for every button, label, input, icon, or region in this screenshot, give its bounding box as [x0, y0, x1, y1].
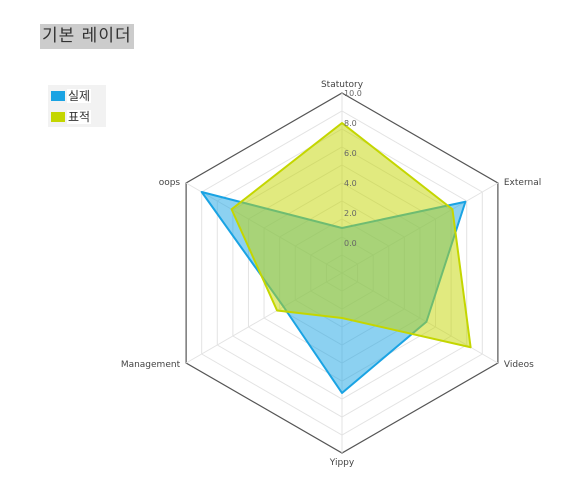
tick-label: 2.0 — [344, 209, 357, 218]
legend-item-target[interactable]: 표적 — [51, 109, 92, 125]
axis-label-external: External — [504, 178, 541, 188]
tick-label: 10.0 — [344, 89, 362, 98]
chart-title: 기본 레이더 — [40, 24, 134, 49]
legend-swatch-actual — [51, 91, 65, 101]
axis-label-statutory: Statutory — [321, 80, 364, 90]
legend-label-actual: 실제 — [67, 89, 92, 103]
legend-label-target: 표적 — [67, 110, 92, 124]
tick-label: 4.0 — [344, 179, 357, 188]
legend-item-actual[interactable]: 실제 — [51, 88, 92, 104]
tick-label: 0.0 — [344, 239, 357, 248]
tick-label: 6.0 — [344, 149, 357, 158]
axis-label-oops: oops — [159, 178, 181, 188]
legend: 실제 표적 — [48, 85, 106, 127]
axis-label-management: Management — [121, 360, 181, 370]
tick-label: 8.0 — [344, 119, 357, 128]
axis-label-videos: Videos — [504, 360, 534, 370]
legend-swatch-target — [51, 112, 65, 122]
series-area-target — [230, 122, 472, 349]
axis-label-yippy: Yippy — [329, 458, 355, 468]
